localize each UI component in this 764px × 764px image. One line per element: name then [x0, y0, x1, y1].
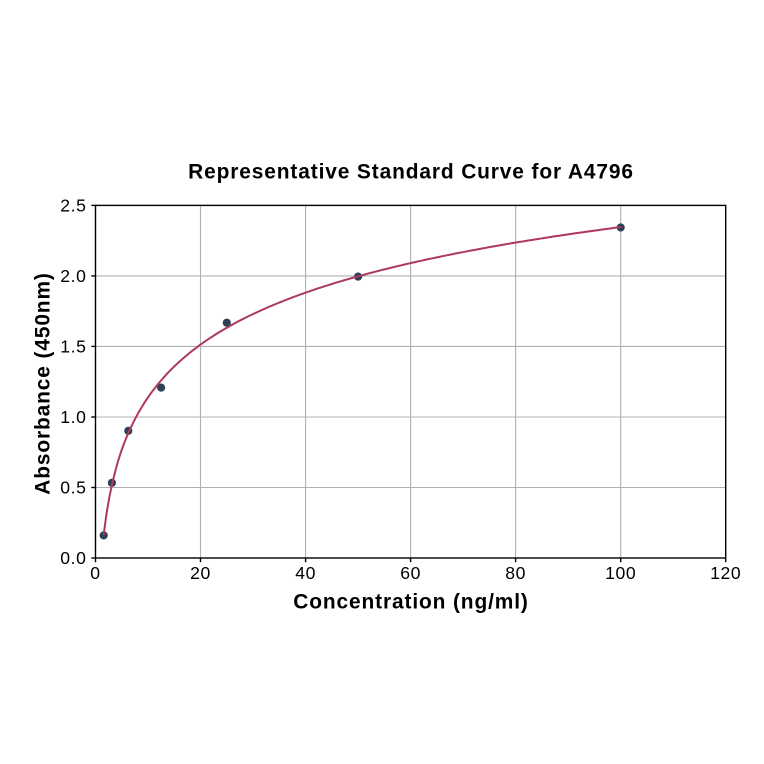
svg-text:2.0: 2.0	[60, 266, 86, 286]
svg-text:80: 80	[505, 563, 526, 583]
svg-text:0: 0	[90, 563, 100, 583]
svg-text:1.0: 1.0	[60, 407, 86, 427]
svg-text:120: 120	[710, 563, 741, 583]
svg-text:100: 100	[605, 563, 636, 583]
svg-text:Concentration (ng/ml): Concentration (ng/ml)	[293, 591, 529, 614]
svg-text:2.5: 2.5	[60, 196, 86, 216]
svg-text:0.5: 0.5	[60, 478, 86, 498]
svg-text:60: 60	[400, 563, 421, 583]
svg-text:40: 40	[295, 563, 316, 583]
svg-text:1.5: 1.5	[60, 337, 86, 357]
svg-text:Representative Standard Curve: Representative Standard Curve for A4796	[188, 161, 634, 184]
svg-text:0.0: 0.0	[60, 548, 86, 568]
svg-text:20: 20	[190, 563, 211, 583]
svg-text:Absorbance (450nm): Absorbance (450nm)	[31, 272, 54, 494]
